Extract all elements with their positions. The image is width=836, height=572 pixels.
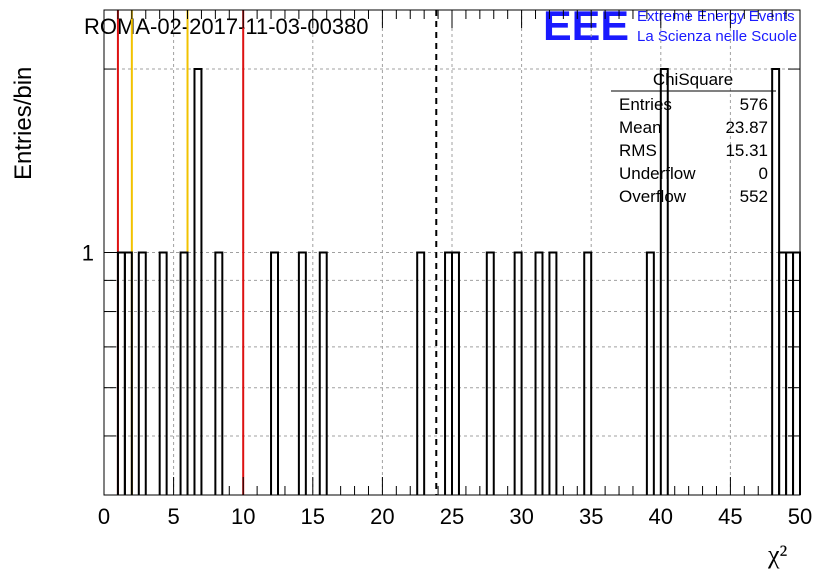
histogram-bar [137, 251, 147, 495]
x-tick-label: 25 [440, 504, 464, 529]
stats-label: RMS [619, 141, 657, 160]
stats-value: 576 [740, 95, 768, 114]
histogram-bar [123, 251, 133, 495]
histogram-bar [193, 68, 203, 495]
eee-logo-icon: EEE [543, 2, 629, 49]
stats-value: 552 [740, 187, 768, 206]
x-tick-label: 50 [788, 504, 812, 529]
x-tick-label: 35 [579, 504, 603, 529]
stats-label: Entries [619, 95, 672, 114]
plot-frame [103, 9, 801, 496]
histogram-bar [583, 251, 593, 495]
y-tick-label: 1 [82, 241, 94, 266]
histogram-bars [116, 68, 801, 495]
histogram-bar [318, 251, 328, 495]
stats-label: Overflow [619, 187, 687, 206]
histogram-bar [179, 251, 189, 495]
y-axis-label: Entries/bin [10, 67, 37, 180]
histogram-bar [778, 251, 788, 495]
stats-value: 23.87 [725, 118, 768, 137]
stats-title: ChiSquare [653, 70, 733, 89]
logo-line-1: Extreme Energy Events [637, 8, 795, 25]
x-axis-label: χ² [767, 540, 788, 569]
run-title: ROMA-02-2017-11-03-00380 [84, 14, 369, 39]
x-tick-label: 30 [509, 504, 533, 529]
histogram-bar [416, 251, 426, 495]
histogram-bar [785, 251, 795, 495]
stats-value: 0 [759, 164, 768, 183]
stats-label: Underflow [619, 164, 696, 183]
x-tick-label: 10 [231, 504, 255, 529]
x-tick-label: 20 [370, 504, 394, 529]
logo-line-2: La Scienza nelle Scuole [637, 28, 797, 45]
x-tick-label: 5 [167, 504, 179, 529]
x-tick-label: 40 [649, 504, 673, 529]
histogram-bar [792, 251, 801, 495]
stats-box: ChiSquare Entries 576 Mean 23.87 RMS 15.31 Und… [611, 70, 776, 206]
stats-value: 15.31 [725, 141, 768, 160]
histogram-bar [214, 251, 224, 495]
histogram-bar [548, 251, 558, 495]
histogram-bar [297, 251, 307, 495]
histogram-bar [444, 251, 453, 495]
x-tick-label: 45 [718, 504, 742, 529]
histogram-bar [659, 68, 669, 495]
histogram-bar [270, 251, 279, 495]
histogram-bar [645, 251, 655, 495]
x-tick-label: 0 [98, 504, 110, 529]
stats-label: Mean [619, 118, 662, 137]
histogram-bar [513, 251, 523, 495]
histogram-bar [116, 251, 126, 495]
histogram-bar [158, 251, 168, 495]
x-tick-label: 15 [301, 504, 325, 529]
histogram-bar [534, 251, 544, 495]
histogram-bar [451, 251, 460, 495]
histogram-bar [485, 251, 495, 495]
histogram-bar [771, 68, 781, 495]
